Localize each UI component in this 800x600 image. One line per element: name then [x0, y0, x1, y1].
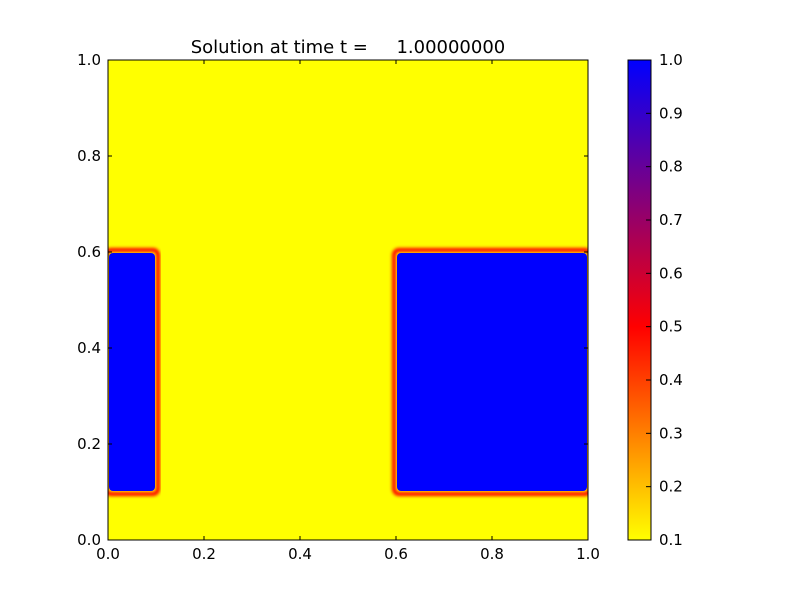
colorbar-tick-label: 0.6: [659, 264, 683, 282]
x-axis: 0.0 0.2 0.4 0.6 0.8 1.0: [96, 60, 600, 563]
y-tick-label: 0.4: [77, 339, 101, 357]
y-axis: 0.0 0.2 0.4 0.6 0.8 1.0: [77, 51, 588, 549]
x-tick-label: 0.2: [192, 545, 216, 563]
heatmap: [108, 60, 588, 540]
x-tick-label: 0.6: [384, 545, 408, 563]
colorbar-tick-label: 0.3: [659, 424, 683, 442]
colorbar-tick-label: 0.1: [659, 531, 683, 549]
colorbar-tick-label: 0.2: [659, 478, 683, 496]
y-tick-label: 0.0: [77, 531, 101, 549]
colorbar-ticks: 0.1 0.2 0.3 0.4 0.5 0.6 0.7 0.8 0.9 1.0: [646, 51, 683, 549]
x-tick-label: 0.8: [480, 545, 504, 563]
colorbar-tick-label: 0.4: [659, 371, 683, 389]
colorbar: 0.1 0.2 0.3 0.4 0.5 0.6 0.7 0.8 0.9 1.0: [627, 51, 683, 549]
x-tick-label: 0.0: [96, 545, 120, 563]
colorbar-tick-label: 1.0: [659, 51, 683, 69]
colorbar-frame: [627, 59, 652, 541]
heatmap-region-edge: [392, 248, 588, 496]
y-tick-label: 0.2: [77, 435, 101, 453]
colorbar-tick-label: 0.8: [659, 158, 683, 176]
y-tick-label: 1.0: [77, 51, 101, 69]
plot-frame: [107, 59, 589, 541]
colorbar-tick-label: 0.9: [659, 104, 683, 122]
x-tick-label: 0.4: [288, 545, 312, 563]
y-tick-label: 0.8: [77, 147, 101, 165]
x-tick-label: 1.0: [576, 545, 600, 563]
colorbar-tick-label: 0.7: [659, 211, 683, 229]
heatmap-region: [397, 253, 587, 491]
heatmap-region-edge: [108, 248, 160, 496]
colorbar-tick-label: 0.5: [659, 318, 683, 336]
plot-area: [107, 59, 589, 541]
y-tick-label: 0.6: [77, 243, 101, 261]
colorbar-gradient: [628, 60, 651, 540]
heatmap-region: [109, 253, 155, 491]
chart-title: Solution at time t = 1.00000000: [191, 37, 506, 58]
